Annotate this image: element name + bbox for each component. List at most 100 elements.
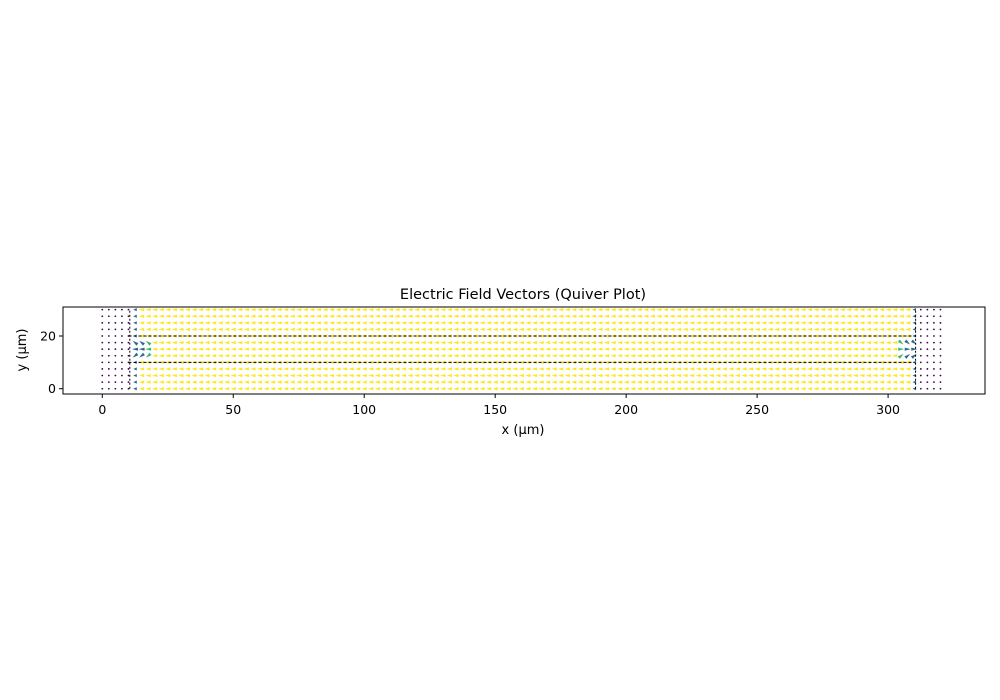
field-vector bbox=[394, 321, 400, 325]
field-vector bbox=[191, 308, 197, 312]
field-vector bbox=[787, 373, 793, 378]
field-vector bbox=[132, 352, 139, 358]
field-vector bbox=[558, 347, 564, 351]
field-vector bbox=[787, 327, 793, 332]
field-vector bbox=[420, 367, 426, 371]
field-vector bbox=[839, 360, 845, 364]
field-vector bbox=[204, 340, 210, 345]
field-vector bbox=[564, 314, 570, 318]
field-vector bbox=[820, 367, 826, 371]
field-vector bbox=[499, 367, 505, 371]
field-vector bbox=[472, 387, 479, 391]
field-vector bbox=[800, 387, 806, 391]
field-vector bbox=[230, 373, 236, 378]
field-vector bbox=[427, 340, 433, 345]
field-vector bbox=[892, 347, 898, 351]
field-vector bbox=[806, 321, 813, 325]
field-vector bbox=[459, 354, 466, 358]
field-vector bbox=[230, 380, 236, 384]
field-vector bbox=[525, 334, 531, 338]
field-vector bbox=[518, 347, 524, 351]
field-vector bbox=[702, 367, 708, 371]
field-vector bbox=[204, 347, 210, 351]
field-vector bbox=[826, 373, 832, 378]
field-vector bbox=[721, 354, 727, 358]
field-vector bbox=[926, 328, 929, 331]
field-vector bbox=[741, 373, 747, 378]
field-vector bbox=[158, 308, 164, 312]
field-vector bbox=[584, 308, 590, 312]
field-vector bbox=[813, 327, 819, 332]
field-vector bbox=[127, 381, 130, 384]
field-vector bbox=[754, 334, 760, 338]
field-vector bbox=[368, 347, 374, 351]
field-vector bbox=[204, 327, 210, 332]
field-vector bbox=[630, 387, 636, 391]
field-vector bbox=[630, 327, 636, 332]
field-vector bbox=[564, 340, 570, 345]
field-vector bbox=[499, 347, 505, 351]
field-vector bbox=[859, 367, 865, 371]
field-vector bbox=[597, 373, 603, 378]
field-vector bbox=[414, 367, 420, 371]
field-vector bbox=[898, 380, 904, 384]
field-vector bbox=[355, 354, 361, 358]
field-vector bbox=[813, 387, 819, 391]
field-vector bbox=[237, 373, 243, 378]
field-vector bbox=[859, 340, 865, 345]
field-vector bbox=[269, 314, 276, 318]
field-vector bbox=[499, 354, 505, 358]
field-vector bbox=[669, 308, 675, 312]
field-vector bbox=[107, 315, 110, 318]
field-vector bbox=[682, 380, 688, 384]
field-vector bbox=[289, 327, 295, 332]
field-vector bbox=[178, 308, 184, 312]
field-vector bbox=[905, 373, 911, 378]
field-vector bbox=[761, 327, 767, 332]
field-vector bbox=[544, 340, 551, 345]
field-vector bbox=[165, 340, 171, 345]
field-vector bbox=[355, 373, 361, 378]
field-vector bbox=[472, 347, 479, 351]
field-vector bbox=[101, 335, 104, 337]
field-vector bbox=[708, 347, 714, 351]
field-vector bbox=[833, 321, 839, 325]
field-vector bbox=[649, 373, 655, 378]
field-vector bbox=[656, 380, 662, 384]
field-vector bbox=[263, 347, 269, 351]
field-vector bbox=[127, 387, 130, 390]
field-vector bbox=[479, 327, 485, 332]
field-vector bbox=[237, 354, 243, 358]
field-vector bbox=[420, 387, 426, 391]
field-vector bbox=[178, 321, 184, 325]
field-vector bbox=[813, 373, 819, 378]
field-vector bbox=[675, 380, 682, 384]
field-vector bbox=[852, 347, 858, 351]
field-vector bbox=[276, 321, 282, 325]
field-vector bbox=[283, 367, 289, 371]
field-vector bbox=[414, 373, 420, 378]
field-vector bbox=[728, 314, 734, 318]
field-vector bbox=[708, 387, 714, 391]
field-vector bbox=[939, 328, 942, 331]
field-vector bbox=[197, 347, 204, 351]
field-vector bbox=[780, 327, 786, 332]
field-vector bbox=[905, 367, 911, 371]
field-vector bbox=[381, 327, 387, 332]
field-vector bbox=[101, 354, 104, 357]
field-vector bbox=[708, 367, 714, 371]
field-vector bbox=[348, 354, 354, 358]
field-vector bbox=[335, 314, 341, 318]
field-vector bbox=[322, 340, 328, 345]
field-vector bbox=[355, 321, 361, 325]
field-vector bbox=[571, 387, 577, 391]
field-vector bbox=[939, 361, 942, 364]
field-vector bbox=[597, 314, 603, 318]
field-vector bbox=[721, 373, 727, 378]
field-vector bbox=[603, 360, 610, 364]
field-vector bbox=[289, 340, 295, 345]
field-vector bbox=[269, 373, 276, 378]
field-vector bbox=[211, 314, 217, 318]
field-vector bbox=[499, 327, 505, 332]
field-vector bbox=[859, 314, 865, 318]
